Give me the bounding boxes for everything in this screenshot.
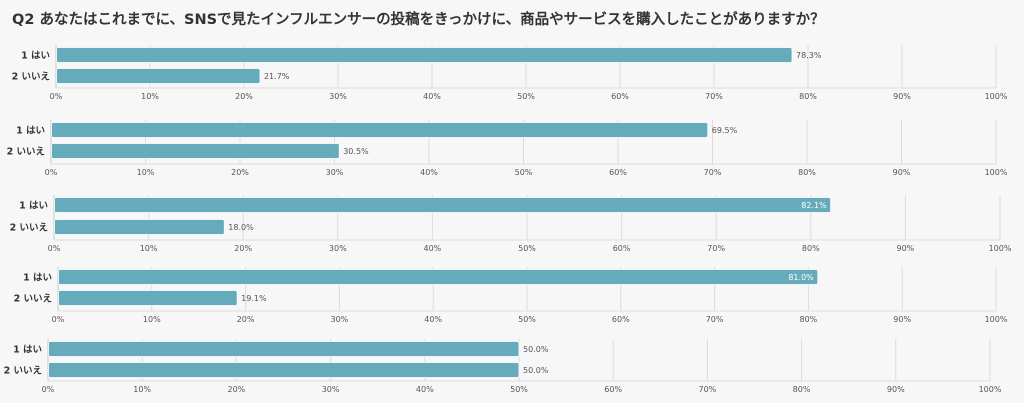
category-label: 2 いいえ <box>7 147 45 158</box>
bar <box>54 197 832 213</box>
tick-label: 100% <box>989 244 1012 253</box>
tick-label: 60% <box>613 244 631 253</box>
tick-label: 60% <box>609 168 627 177</box>
value-label: 50.0% <box>523 345 549 354</box>
value-label: 81.0% <box>788 273 814 282</box>
tick-label: 0% <box>52 315 65 324</box>
bar <box>48 341 520 357</box>
tick-label: 70% <box>706 315 724 324</box>
tick-label: 90% <box>897 244 915 253</box>
category-label: 1 はい <box>21 51 50 62</box>
value-label: 78.3% <box>796 51 822 60</box>
tick-label: 60% <box>611 92 629 101</box>
tick-label: 80% <box>798 168 816 177</box>
tick-label: 10% <box>141 92 159 101</box>
tick-label: 10% <box>140 244 158 253</box>
tick-label: 70% <box>705 92 723 101</box>
tick-label: 30% <box>322 385 340 394</box>
chart-title: Q2 あなたはこれまでに、SNSで見たインフルエンサーの投稿をきっかけに、商品や… <box>12 12 825 28</box>
tick-label: 40% <box>424 244 442 253</box>
tick-label: 80% <box>800 315 818 324</box>
tick-label: 0% <box>48 244 61 253</box>
bar <box>54 219 225 235</box>
tick-label: 30% <box>331 315 349 324</box>
bar <box>58 290 238 306</box>
tick-label: 30% <box>329 244 347 253</box>
tick-label: 40% <box>424 315 442 324</box>
tick-label: 20% <box>234 244 252 253</box>
bar <box>56 68 261 84</box>
tick-label: 30% <box>329 92 347 101</box>
tick-label: 90% <box>893 315 911 324</box>
category-label: 2 いいえ <box>4 366 42 377</box>
category-label: 1 はい <box>13 345 42 356</box>
tick-label: 70% <box>704 168 722 177</box>
tick-label: 50% <box>518 244 536 253</box>
tick-label: 50% <box>517 92 535 101</box>
tick-label: 0% <box>50 92 63 101</box>
tick-label: 70% <box>707 244 725 253</box>
tick-label: 40% <box>423 92 441 101</box>
value-label: 50.0% <box>523 366 549 375</box>
tick-label: 90% <box>893 92 911 101</box>
tick-label: 50% <box>518 315 536 324</box>
tick-label: 70% <box>699 385 717 394</box>
tick-label: 100% <box>985 92 1008 101</box>
value-label: 30.5% <box>343 147 369 156</box>
tick-label: 100% <box>985 315 1008 324</box>
tick-label: 20% <box>228 385 246 394</box>
tick-label: 10% <box>137 168 155 177</box>
category-label: 2 いいえ <box>12 72 50 83</box>
bar <box>48 362 520 378</box>
tick-label: 60% <box>612 315 630 324</box>
tick-label: 0% <box>42 385 55 394</box>
tick-label: 40% <box>420 168 438 177</box>
tick-label: 100% <box>985 168 1008 177</box>
value-label: 19.1% <box>241 294 267 303</box>
category-label: 1 はい <box>16 126 45 137</box>
tick-label: 30% <box>326 168 344 177</box>
bar <box>51 143 340 159</box>
category-label: 1 はい <box>19 201 48 212</box>
category-label: 1 はい <box>23 273 52 284</box>
bar <box>51 122 709 138</box>
tick-label: 100% <box>979 385 1002 394</box>
tick-label: 20% <box>237 315 255 324</box>
tick-label: 80% <box>799 92 817 101</box>
value-label: 82.1% <box>801 201 827 210</box>
tick-label: 90% <box>893 168 911 177</box>
tick-label: 20% <box>235 92 253 101</box>
tick-label: 40% <box>416 385 434 394</box>
tick-label: 90% <box>887 385 905 394</box>
bar <box>56 47 793 63</box>
tick-label: 20% <box>231 168 249 177</box>
tick-label: 80% <box>802 244 820 253</box>
tick-label: 50% <box>510 385 528 394</box>
tick-label: 80% <box>793 385 811 394</box>
tick-label: 60% <box>604 385 622 394</box>
value-label: 18.0% <box>228 223 254 232</box>
tick-label: 10% <box>133 385 151 394</box>
tick-label: 50% <box>515 168 533 177</box>
tick-label: 0% <box>45 168 58 177</box>
tick-label: 10% <box>143 315 161 324</box>
value-label: 69.5% <box>712 126 738 135</box>
category-label: 2 いいえ <box>14 294 52 305</box>
category-label: 2 いいえ <box>10 223 48 234</box>
value-label: 21.7% <box>264 72 290 81</box>
bar <box>58 269 819 285</box>
